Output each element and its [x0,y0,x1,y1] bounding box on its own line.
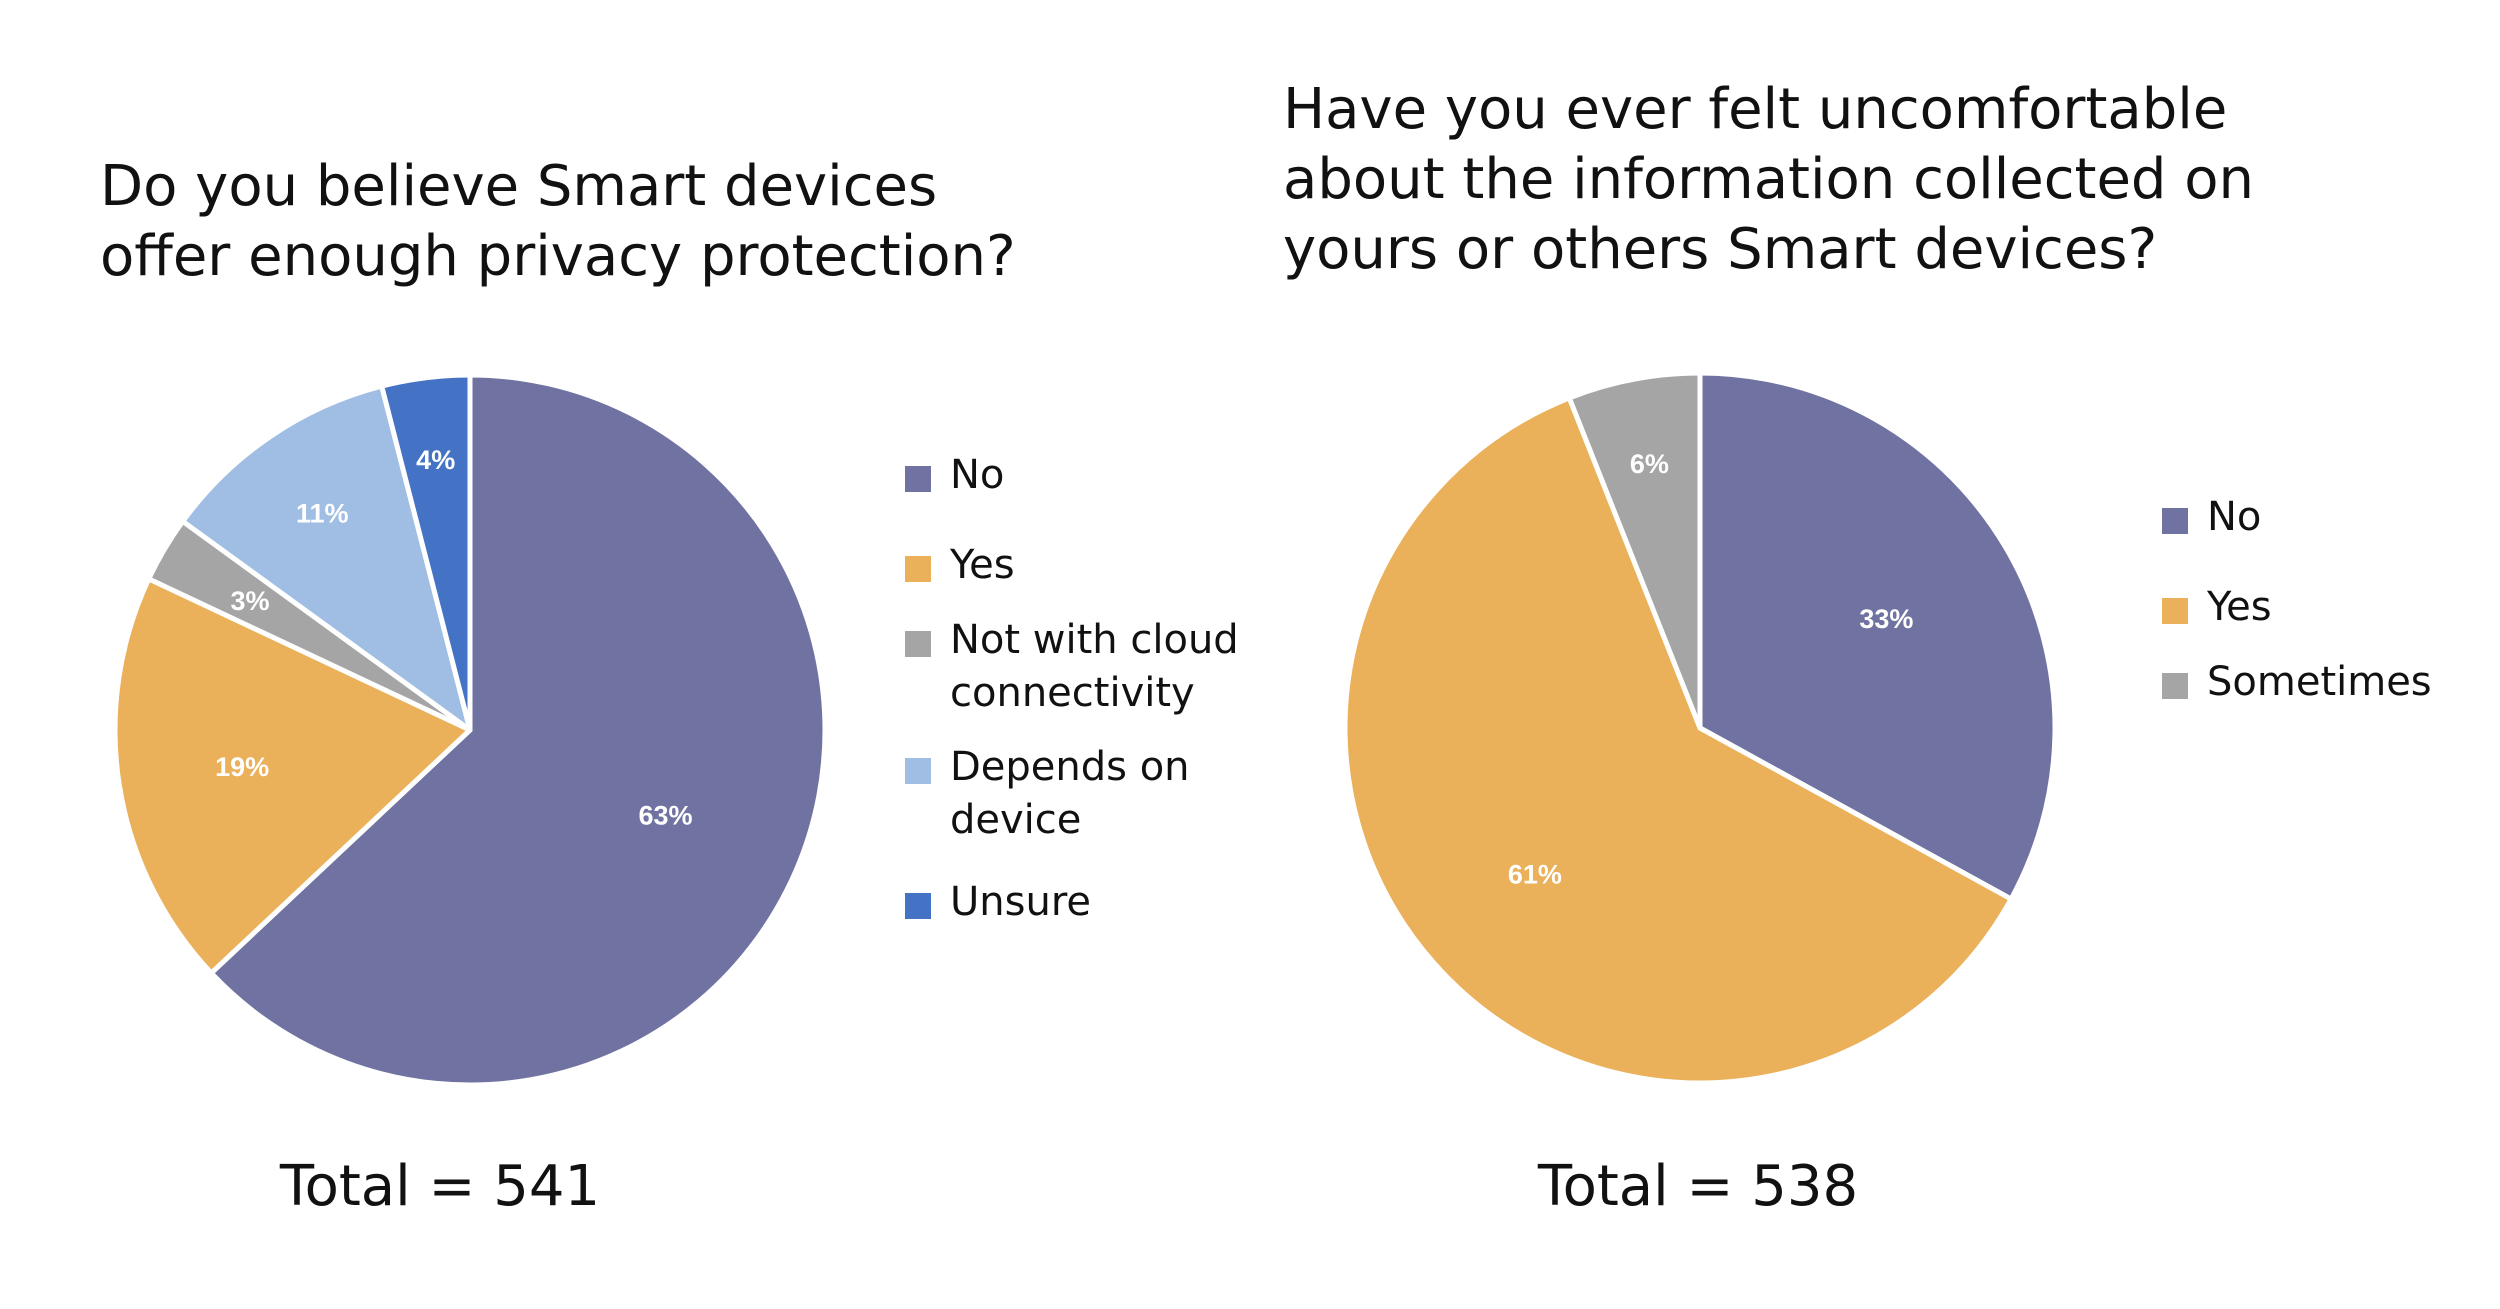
pie-slice-depends-on-device [180,383,473,733]
legend-label-line: Sometimes [2207,659,2432,705]
legend-label-line: Yes [2206,584,2272,630]
slice-label-depends-on-device: 11% [296,499,349,529]
chart-title-line: Do you believe Smart devices [100,154,937,219]
slice-label-not-with-cloud-connectivity: 3% [230,586,269,616]
chart-title: Have you ever felt uncomfortable about th… [1283,77,2254,282]
chart-title: Do you believe Smart devices offer enough… [100,154,1016,289]
pie-slice-sometimes [1566,370,1703,731]
legend-label-not-with-cloud-connectivity: Not with cloud connectivity [950,617,1239,716]
pie-slice-yes [112,576,473,976]
pie-slice-no [1697,370,2058,902]
legend-label-line: Depends on [950,744,1190,790]
legend-label-yes: Yes [949,542,1015,588]
chart-title-line: Have you ever felt uncomfortable [1283,77,2227,142]
slice-label-no: 63% [638,801,692,831]
legend-label-depends-on-device: Depends on device [950,744,1190,843]
slice-label-unsure: 4% [416,445,455,475]
legend-swatch-sometimes [2162,673,2188,699]
chart-title-line: about the information collected on [1283,147,2254,212]
legend-label-line: device [950,797,1081,843]
legend-swatch-not-with-cloud-connectivity [905,631,931,657]
legend-swatch-yes [905,556,931,582]
chart-privacy-protection: Do you believe Smart devices offer enough… [100,154,1239,1219]
slice-label-sometimes: 6% [1630,449,1669,479]
slice-label-yes: 61% [1508,860,1562,890]
chart-total: Total = 538 [1537,1154,1858,1219]
pie-slice-unsure [379,372,473,733]
slice-label-yes: 19% [215,752,269,782]
chart-title-line: offer enough privacy protection? [100,224,1016,289]
legend-swatch-no [2162,508,2188,534]
pie-slice-yes [1342,395,2014,1086]
legend-label-line: Yes [949,542,1015,588]
legend-swatch-yes [2162,598,2188,624]
legend-swatch-no [905,466,931,492]
legend-label-line: connectivity [950,670,1195,716]
chart-uncomfortable-information: Have you ever felt uncomfortable about th… [1283,77,2432,1219]
legend-label-no: No [2207,494,2261,540]
legend-swatch-unsure [905,893,931,919]
legend-label-line: No [2207,494,2261,540]
legend-label-line: Not with cloud [950,617,1239,663]
legend-swatch-depends-on-device [905,758,931,784]
legend-label-no: No [950,452,1004,498]
legend-label-line: Unsure [950,879,1091,925]
legend-label-yes: Yes [2206,584,2272,630]
legend-label-sometimes: Sometimes [2207,659,2432,705]
chart-title-line: yours or others Smart devices? [1283,217,2157,282]
pie-slice-no [208,372,828,1088]
chart-total: Total = 541 [279,1154,600,1219]
legend-label-line: No [950,452,1004,498]
slice-label-no: 33% [1859,604,1913,634]
legend-label-unsure: Unsure [950,879,1091,925]
